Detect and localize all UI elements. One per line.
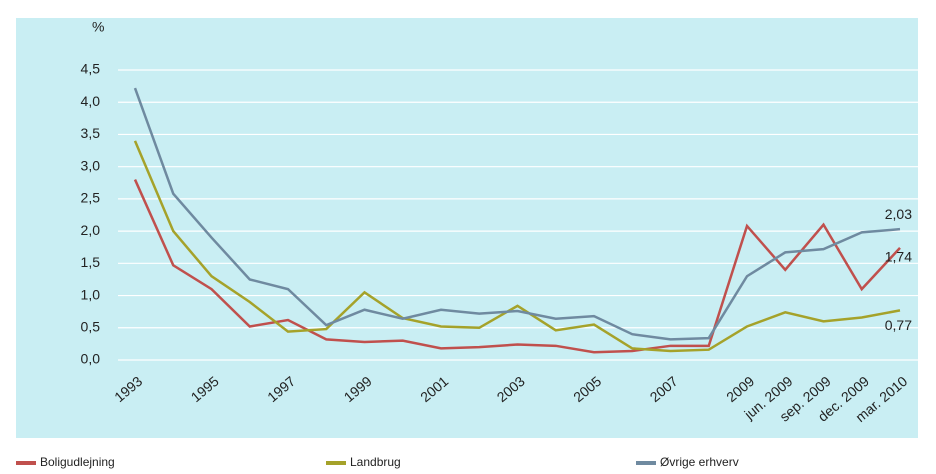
- legend-label: Boligudlejning: [40, 455, 115, 469]
- data-label: 0,77: [885, 317, 912, 333]
- plot-background: [16, 18, 918, 438]
- y-unit-label: %: [92, 19, 104, 35]
- series-line: [133, 179, 901, 354]
- y-tick-label: 0,5: [81, 318, 101, 334]
- y-tick-label: 2,5: [81, 190, 101, 206]
- y-tick-label: 3,5: [81, 125, 101, 141]
- y-tick-label: 2,0: [81, 222, 101, 238]
- y-tick-label: 0,0: [81, 351, 101, 367]
- y-tick-label: 1,0: [81, 286, 101, 302]
- legend-label: Øvrige erhverv: [660, 455, 739, 469]
- series-line: [133, 87, 901, 341]
- data-label: 1,74: [885, 249, 912, 265]
- series-line: [133, 140, 901, 353]
- y-tick-label: 4,0: [81, 93, 101, 109]
- data-label: 2,03: [885, 206, 912, 222]
- legend-label: Landbrug: [350, 455, 401, 469]
- y-tick-label: 3,0: [81, 157, 101, 173]
- y-tick-label: 1,5: [81, 254, 101, 270]
- y-tick-label: 4,5: [81, 61, 101, 77]
